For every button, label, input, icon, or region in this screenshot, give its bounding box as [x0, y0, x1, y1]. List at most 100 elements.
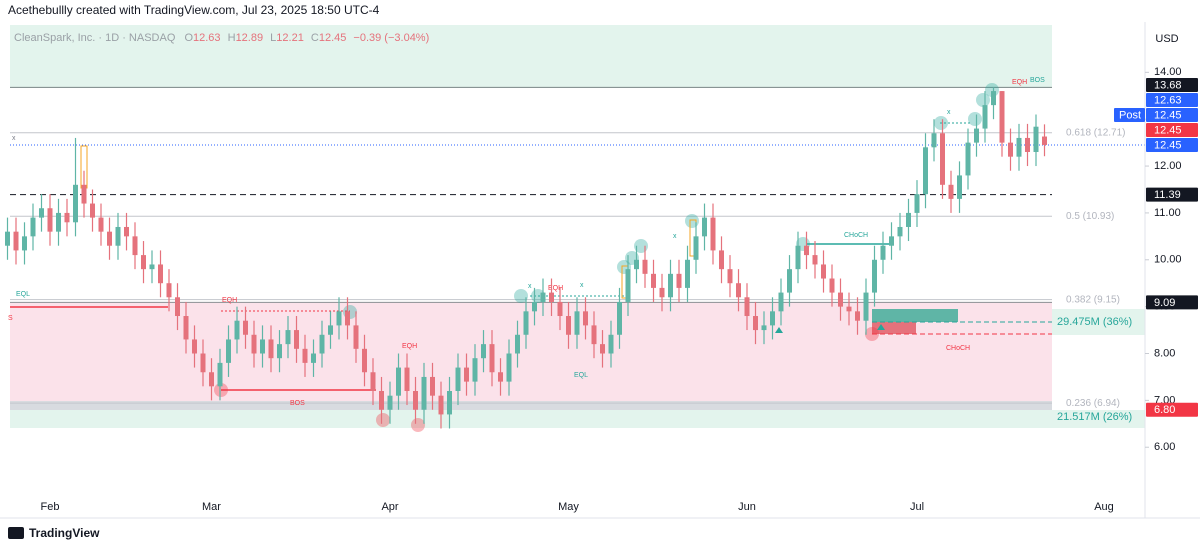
candle-body: [540, 292, 546, 302]
price-tag: [1146, 137, 1198, 152]
candle-body: [183, 316, 189, 340]
candle-body: [107, 231, 112, 246]
symbol: CleanSpark, Inc. · 1D · NASDAQ: [14, 32, 176, 44]
price-tag-label: 11.39: [1154, 189, 1181, 201]
header: Acethebullly created with TradingView.co…: [8, 3, 380, 17]
x-tick-label: Jul: [910, 501, 924, 513]
annotations: EQH BOS EQH BOS CHoCH CHoCH EQH EQL EQL …: [8, 77, 1045, 407]
candle-body: [149, 264, 155, 270]
candle-body: [285, 330, 291, 345]
candle-body: [957, 175, 962, 199]
candle-body: [906, 212, 911, 227]
candle-body: [778, 292, 784, 312]
candle-body: [940, 133, 945, 185]
price-tag: [1146, 77, 1198, 92]
candle-body: [897, 226, 903, 237]
candle-body: [498, 372, 503, 382]
candle-body: [56, 212, 61, 232]
candle-body: [362, 348, 367, 373]
swing-marker: [411, 418, 425, 432]
candle-body: [727, 269, 733, 284]
candle-body: [812, 255, 818, 265]
candle-body: [1008, 142, 1013, 157]
candle-body: [413, 390, 418, 410]
swing-marker: [214, 383, 228, 397]
y-tick-label: 12.00: [1154, 160, 1182, 172]
candle-body: [141, 255, 146, 270]
price-tag-label: 12.45: [1154, 109, 1182, 121]
candle-body: [625, 269, 631, 302]
volume-label: 29.475M (36%): [1057, 316, 1132, 328]
candle-body: [311, 353, 316, 363]
x-tick-label: Feb: [41, 501, 60, 513]
annotation: x: [673, 233, 677, 240]
candle-body: [243, 320, 248, 335]
candle-body: [481, 344, 486, 359]
annotation: x: [528, 283, 532, 290]
candle-body: [523, 311, 529, 335]
y-tick-label: 10.00: [1154, 254, 1182, 266]
x-tick-label: Apr: [381, 501, 398, 513]
candle-body: [370, 372, 376, 391]
volume-zone: [10, 410, 1145, 428]
candle-body: [982, 105, 988, 129]
y-tick-label: 11.00: [1154, 207, 1181, 219]
candle-body: [991, 91, 996, 106]
candle-body: [387, 395, 393, 410]
candle-body: [209, 372, 214, 387]
ohlc-value: 12.63: [193, 32, 221, 44]
price-tag: [1146, 187, 1198, 202]
candle-body: [710, 217, 716, 251]
y-tick-label: 8.00: [1154, 347, 1175, 359]
candle-body: [1016, 137, 1022, 157]
candle-body: [736, 283, 741, 298]
swing-marker: [514, 289, 528, 303]
y-tick-label: 6.00: [1154, 441, 1175, 453]
candle-body: [583, 311, 588, 326]
candle-body: [574, 311, 580, 335]
candle-body: [447, 390, 452, 415]
candle-body: [336, 311, 342, 326]
candle-body: [1033, 126, 1039, 152]
price-tag: [1146, 107, 1198, 122]
candle-body: [608, 334, 614, 354]
x-tick-label: Aug: [1094, 501, 1114, 513]
candle-body: [124, 226, 129, 237]
swing-marker: [685, 214, 699, 228]
candle-body: [744, 297, 750, 317]
candle-body: [455, 367, 461, 391]
x-tick-label: Mar: [202, 501, 221, 513]
candle-body: [549, 292, 554, 302]
candle-body: [719, 250, 724, 270]
candle-body: [421, 376, 427, 410]
candle-body: [430, 376, 435, 396]
volume-label: 21.517M (26%): [1057, 411, 1132, 423]
candle-body: [353, 325, 359, 349]
candle-body: [200, 353, 206, 373]
price-tag: [1146, 295, 1198, 310]
price-tag-label: 13.68: [1154, 79, 1182, 91]
signal-arrow: [877, 324, 885, 330]
price-tag-label: 12.45: [1154, 124, 1182, 136]
brand-logo: [8, 527, 24, 539]
candle-body: [192, 339, 197, 354]
annotation: S: [8, 315, 13, 322]
candle-body: [39, 208, 44, 218]
price-tag: [1146, 122, 1198, 137]
candle-body: [260, 339, 265, 354]
price-tag-label: 9.09: [1154, 297, 1175, 309]
fib-label: 0.382 (9.15): [1066, 294, 1120, 305]
candle-body: [13, 231, 19, 251]
signal-arrow: [775, 327, 783, 333]
candle-body: [693, 236, 699, 260]
candle-body: [175, 297, 180, 317]
annotation: EQH: [548, 285, 563, 292]
legend: CleanSpark, Inc. · 1D · NASDAQ O12.63 H1…: [14, 32, 429, 44]
candle-body: [115, 226, 121, 246]
candle-body: [617, 301, 622, 335]
candle-body: [132, 236, 138, 256]
swing-marker: [865, 327, 879, 341]
candle-body: [489, 344, 495, 373]
candle-body: [753, 316, 758, 331]
fib-label: 0.618 (12.71): [1066, 127, 1126, 138]
